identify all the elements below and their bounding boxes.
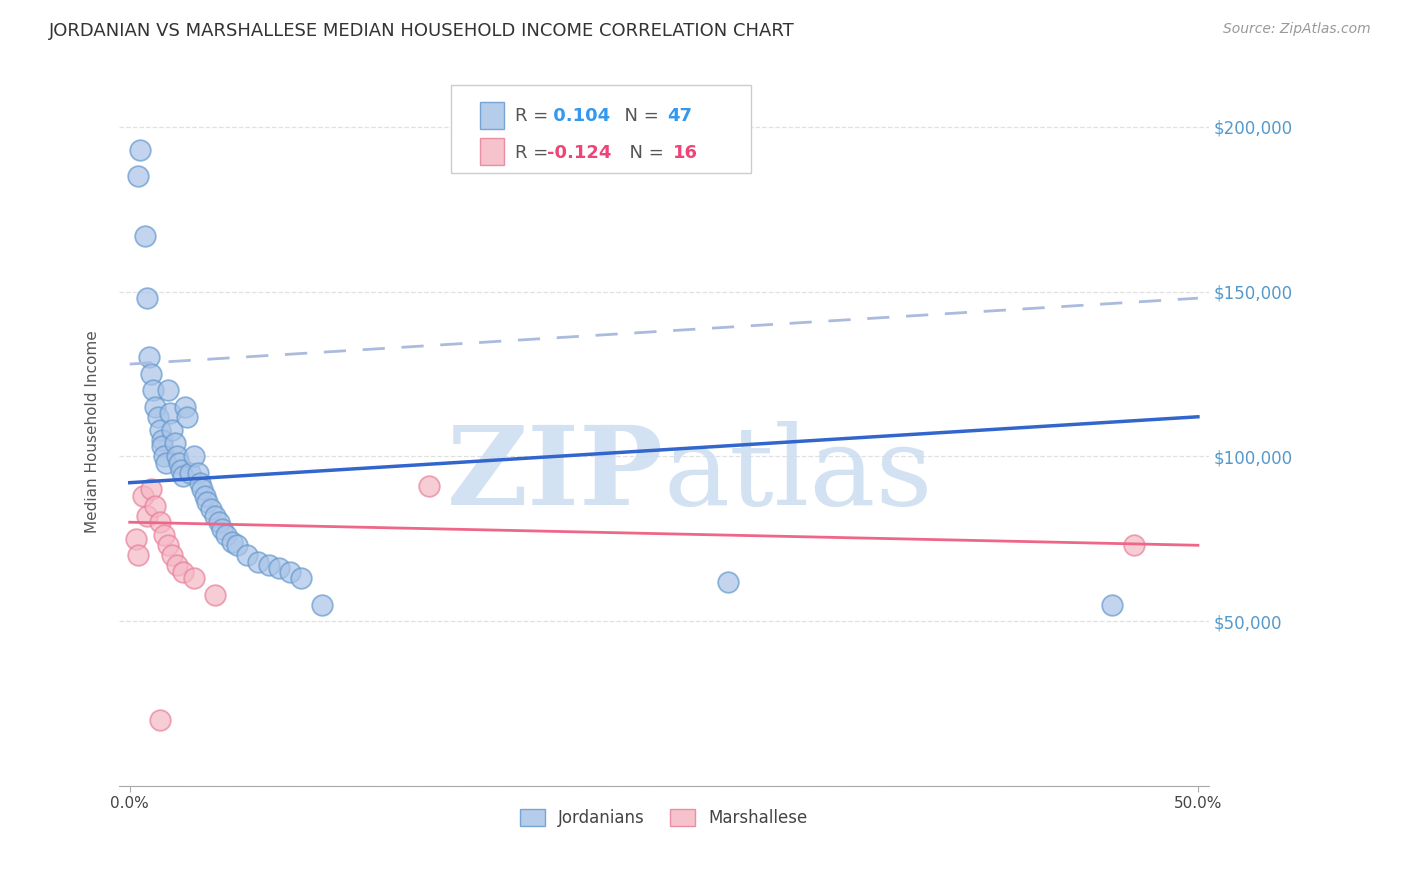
Legend: Jordanians, Marshallese: Jordanians, Marshallese: [513, 803, 814, 834]
Point: [145, 400, 167, 414]
Text: JORDANIAN VS MARSHALLESE MEDIAN HOUSEHOLD INCOME CORRELATION CHART: JORDANIAN VS MARSHALLESE MEDIAN HOUSEHOL…: [49, 22, 794, 40]
Point: [159, 407, 181, 421]
Text: 0.104: 0.104: [547, 107, 610, 125]
Point: [183, 450, 205, 464]
Point: [236, 548, 259, 562]
Point: [150, 439, 173, 453]
Text: Source: ZipAtlas.com: Source: ZipAtlas.com: [1223, 22, 1371, 37]
Point: [179, 466, 201, 480]
Point: [170, 462, 193, 476]
Point: [155, 456, 177, 470]
Point: [135, 291, 157, 305]
Point: [191, 483, 214, 497]
Point: [311, 598, 333, 612]
Point: [225, 538, 247, 552]
Point: [127, 169, 149, 184]
Point: [172, 469, 194, 483]
Point: [204, 588, 226, 602]
Point: [146, 409, 169, 424]
Point: [215, 528, 238, 542]
Point: [418, 479, 440, 493]
Point: [150, 433, 173, 447]
Point: [204, 508, 226, 523]
Point: [167, 456, 190, 470]
Point: [153, 450, 176, 464]
Text: atlas: atlas: [664, 421, 934, 527]
Point: [135, 508, 157, 523]
Point: [166, 558, 188, 572]
Text: R =: R =: [515, 107, 554, 125]
Point: [211, 522, 233, 536]
Point: [131, 489, 153, 503]
Point: [163, 436, 186, 450]
Point: [1122, 538, 1144, 552]
Point: [129, 143, 152, 157]
Text: 16: 16: [672, 144, 697, 161]
Point: [149, 515, 172, 529]
Point: [145, 499, 167, 513]
Point: [139, 367, 162, 381]
Point: [166, 450, 188, 464]
Point: [149, 423, 172, 437]
Point: [278, 565, 301, 579]
FancyBboxPatch shape: [479, 138, 503, 165]
Text: N =: N =: [613, 107, 664, 125]
FancyBboxPatch shape: [451, 85, 751, 173]
Text: 47: 47: [666, 107, 692, 125]
Text: N =: N =: [619, 144, 669, 161]
Point: [139, 483, 162, 497]
Point: [176, 409, 198, 424]
Point: [142, 384, 165, 398]
Point: [172, 565, 194, 579]
Point: [208, 515, 231, 529]
Point: [157, 538, 180, 552]
Point: [717, 574, 740, 589]
Y-axis label: Median Household Income: Median Household Income: [86, 330, 100, 533]
Point: [246, 555, 269, 569]
Point: [174, 400, 197, 414]
Point: [162, 423, 184, 437]
Text: R =: R =: [515, 144, 554, 161]
Point: [1101, 598, 1123, 612]
Point: [200, 502, 222, 516]
Point: [162, 548, 184, 562]
Point: [149, 713, 172, 727]
Text: ZIP: ZIP: [447, 421, 664, 527]
Point: [257, 558, 280, 572]
Point: [134, 228, 156, 243]
Point: [127, 548, 149, 562]
Point: [187, 466, 209, 480]
Point: [221, 535, 243, 549]
Point: [188, 475, 211, 490]
Point: [290, 571, 312, 585]
Point: [125, 532, 148, 546]
Point: [153, 528, 176, 542]
Point: [157, 384, 180, 398]
Point: [183, 571, 205, 585]
Point: [193, 489, 215, 503]
Point: [195, 495, 218, 509]
Point: [138, 351, 160, 365]
Point: [269, 561, 291, 575]
Text: -0.124: -0.124: [547, 144, 612, 161]
FancyBboxPatch shape: [479, 102, 503, 129]
